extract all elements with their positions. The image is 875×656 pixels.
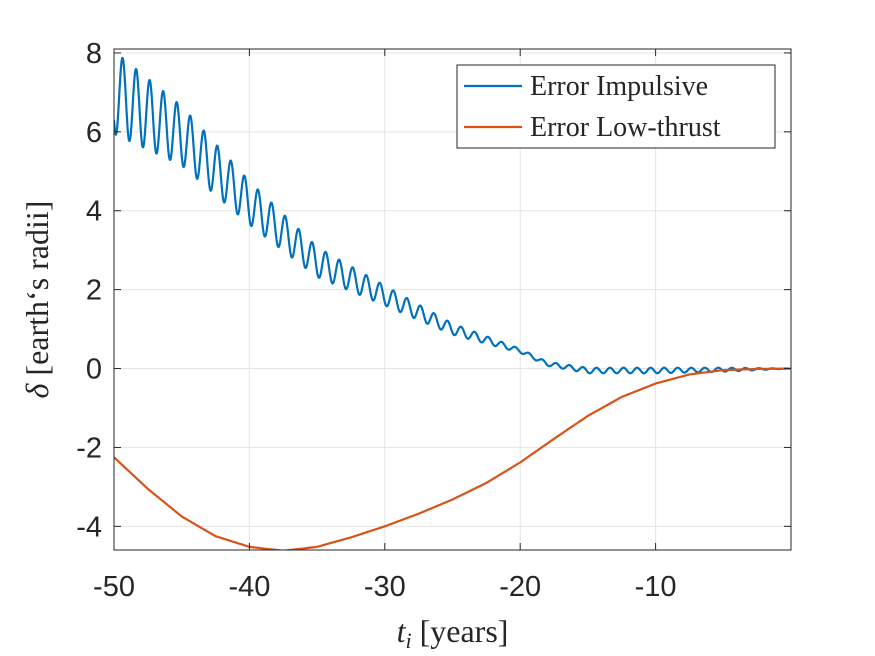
x-tick-label: -50 xyxy=(93,571,135,603)
legend-label-error-impulsive: Error Impulsive xyxy=(530,71,708,102)
series-layer xyxy=(114,56,791,550)
y-tick-label: 6 xyxy=(86,117,102,149)
series-line-error-low-thrust xyxy=(114,367,791,550)
y-tick-label: -4 xyxy=(76,511,102,543)
y-tick-label: 0 xyxy=(86,354,102,386)
series-line-error-impulsive xyxy=(114,56,791,375)
y-tick-label: 4 xyxy=(86,196,102,228)
x-tick-label: -40 xyxy=(228,571,270,603)
y-axis-symbol: δ xyxy=(19,382,55,398)
axis-ticks xyxy=(113,49,791,550)
x-tick-label: -30 xyxy=(364,571,406,603)
x-axis-symbol: t xyxy=(397,613,407,649)
y-tick-label: -2 xyxy=(76,432,102,464)
y-tick-label: 8 xyxy=(86,38,102,70)
legend-label-error-low-thrust: Error Low-thrust xyxy=(530,112,721,143)
y-axis-title: δ [earth‘s radii] xyxy=(19,201,55,399)
x-tick-label: -20 xyxy=(499,571,541,603)
y-tick-label: 2 xyxy=(86,275,102,307)
legend: Error Impulsive Error Low-thrust xyxy=(456,64,776,149)
y-axis-unit: [earth‘s radii] xyxy=(19,201,55,384)
x-axis-subscript: i xyxy=(405,628,411,653)
x-tick-label: -10 xyxy=(635,571,677,603)
legend-box xyxy=(456,64,776,149)
x-axis-title: ti [years] xyxy=(397,613,509,653)
x-axis-unit: [years] xyxy=(412,613,509,649)
plot-area-border xyxy=(113,48,792,551)
